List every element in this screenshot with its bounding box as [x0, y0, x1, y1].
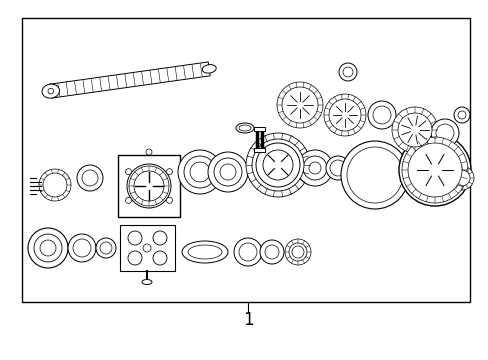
- Bar: [120, 225, 175, 271]
- Circle shape: [125, 197, 131, 203]
- Circle shape: [448, 152, 454, 158]
- Circle shape: [445, 149, 457, 161]
- Circle shape: [285, 90, 314, 120]
- Circle shape: [285, 239, 310, 265]
- Circle shape: [435, 124, 453, 142]
- Circle shape: [325, 95, 364, 135]
- Circle shape: [453, 107, 469, 123]
- Circle shape: [457, 111, 465, 119]
- Circle shape: [220, 164, 236, 180]
- Circle shape: [256, 143, 299, 187]
- Circle shape: [40, 240, 56, 256]
- Circle shape: [128, 251, 142, 265]
- Circle shape: [391, 107, 437, 153]
- Circle shape: [190, 162, 209, 182]
- Circle shape: [166, 197, 172, 203]
- Circle shape: [367, 101, 395, 129]
- Circle shape: [77, 165, 103, 191]
- Circle shape: [125, 169, 131, 175]
- Circle shape: [414, 150, 454, 190]
- Circle shape: [82, 170, 98, 186]
- Circle shape: [308, 162, 320, 174]
- Circle shape: [340, 141, 408, 209]
- Bar: [22, 18, 469, 302]
- Bar: [118, 155, 180, 217]
- Ellipse shape: [182, 241, 227, 263]
- Circle shape: [399, 115, 429, 145]
- Circle shape: [39, 169, 71, 201]
- Circle shape: [133, 170, 164, 202]
- Circle shape: [183, 156, 216, 188]
- Circle shape: [127, 164, 171, 208]
- Text: 1: 1: [242, 311, 253, 329]
- Circle shape: [291, 246, 304, 258]
- Circle shape: [331, 102, 357, 128]
- Polygon shape: [50, 62, 210, 98]
- Circle shape: [166, 169, 172, 175]
- Ellipse shape: [48, 88, 54, 94]
- Ellipse shape: [239, 125, 250, 131]
- Circle shape: [41, 171, 69, 199]
- Circle shape: [134, 171, 163, 201]
- Circle shape: [207, 152, 247, 192]
- Circle shape: [406, 142, 462, 198]
- Circle shape: [73, 239, 91, 257]
- Circle shape: [278, 83, 321, 127]
- Circle shape: [234, 238, 262, 266]
- Circle shape: [260, 240, 284, 264]
- Circle shape: [342, 67, 352, 77]
- Circle shape: [282, 87, 317, 123]
- Circle shape: [338, 63, 356, 81]
- Circle shape: [392, 108, 436, 152]
- Circle shape: [245, 133, 309, 197]
- Circle shape: [324, 94, 365, 136]
- Circle shape: [129, 166, 169, 206]
- Circle shape: [153, 231, 167, 245]
- Circle shape: [449, 166, 473, 190]
- Circle shape: [407, 143, 461, 197]
- Ellipse shape: [236, 123, 253, 133]
- Circle shape: [263, 150, 292, 180]
- Ellipse shape: [187, 245, 222, 259]
- Circle shape: [100, 242, 112, 254]
- Circle shape: [146, 149, 152, 155]
- Circle shape: [276, 82, 323, 128]
- Circle shape: [46, 176, 64, 194]
- Circle shape: [96, 238, 116, 258]
- Circle shape: [142, 244, 151, 252]
- Circle shape: [251, 139, 304, 191]
- Circle shape: [214, 158, 242, 186]
- Circle shape: [264, 245, 279, 259]
- Circle shape: [372, 106, 390, 124]
- Circle shape: [325, 156, 349, 180]
- Ellipse shape: [142, 279, 152, 284]
- Ellipse shape: [202, 64, 216, 73]
- Circle shape: [397, 113, 431, 147]
- Circle shape: [346, 147, 402, 203]
- Circle shape: [401, 137, 467, 203]
- Circle shape: [153, 251, 167, 265]
- Circle shape: [239, 243, 257, 261]
- Circle shape: [296, 150, 332, 186]
- Circle shape: [328, 99, 360, 131]
- Circle shape: [68, 234, 96, 262]
- Circle shape: [28, 228, 68, 268]
- Circle shape: [398, 134, 470, 206]
- Circle shape: [288, 243, 306, 261]
- Circle shape: [303, 156, 326, 180]
- Ellipse shape: [42, 84, 60, 98]
- Circle shape: [128, 231, 142, 245]
- Circle shape: [453, 170, 469, 186]
- Circle shape: [430, 119, 458, 147]
- Bar: [253, 148, 264, 152]
- Circle shape: [178, 150, 222, 194]
- Circle shape: [34, 234, 62, 262]
- Circle shape: [43, 173, 67, 197]
- Circle shape: [329, 160, 346, 176]
- Bar: [253, 127, 264, 131]
